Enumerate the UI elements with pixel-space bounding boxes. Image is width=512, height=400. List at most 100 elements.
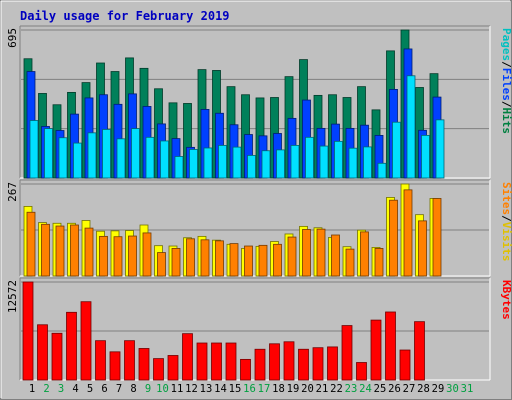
day-label-17: 17 <box>258 383 271 395</box>
bar-pages-day-11 <box>174 156 184 179</box>
bar-sites-day-29 <box>432 198 442 277</box>
bar-pages-day-23 <box>348 147 358 179</box>
bar-kbytes-day-3 <box>51 332 63 381</box>
day-label-29: 29 <box>432 383 445 395</box>
day-label-1: 1 <box>29 383 35 395</box>
bar-pages-day-22 <box>334 140 343 179</box>
day-label-19: 19 <box>287 383 300 395</box>
bar-sites-day-7 <box>113 236 123 277</box>
panel-series-legend: Pages/Files/Hits <box>500 28 512 134</box>
legend-entry: / <box>500 61 512 68</box>
bar-pages-day-24 <box>363 146 372 179</box>
bar-kbytes-day-25 <box>370 319 382 381</box>
panel-kbytes: 12572 KBytes <box>6 277 512 381</box>
bar-kbytes-day-26 <box>385 311 396 381</box>
panel-hits: 695 Pages/Files/Hits <box>6 25 512 179</box>
bar-kbytes-day-21 <box>312 347 324 381</box>
bar-pages-day-4 <box>73 142 82 179</box>
day-label-2: 2 <box>43 383 49 395</box>
bar-kbytes-day-20 <box>298 348 309 381</box>
legend-entry: Sites <box>500 182 512 215</box>
legend-entry: / <box>500 215 512 222</box>
day-label-6: 6 <box>101 383 107 395</box>
bar-pages-day-14 <box>218 145 227 179</box>
bar-pages-day-5 <box>87 132 97 179</box>
bar-sites-day-15 <box>229 243 239 277</box>
bar-kbytes-day-6 <box>95 340 106 381</box>
bar-sites-day-8 <box>128 235 137 277</box>
bar-kbytes-day-28 <box>414 321 425 381</box>
bar-pages-day-18 <box>276 149 285 179</box>
bar-kbytes-day-8 <box>124 340 135 381</box>
bar-sites-day-4 <box>70 224 79 277</box>
day-label-5: 5 <box>87 383 93 395</box>
bar-sites-day-21 <box>316 228 326 277</box>
bar-pages-day-10 <box>160 140 169 179</box>
bar-pages-day-19 <box>290 145 300 179</box>
day-label-16: 16 <box>243 383 256 395</box>
bar-sites-day-5 <box>84 227 94 277</box>
bar-pages-day-1 <box>29 120 39 179</box>
bar-sites-day-10 <box>157 252 166 277</box>
day-label-30: 30 <box>446 383 459 395</box>
bar-sites-day-16 <box>244 245 253 277</box>
day-label-22: 22 <box>330 383 343 395</box>
day-label-11: 11 <box>171 383 184 395</box>
bar-kbytes-day-11 <box>167 355 179 381</box>
day-label-23: 23 <box>345 383 358 395</box>
bar-kbytes-day-13 <box>196 342 208 381</box>
bar-kbytes-day-14 <box>211 342 222 381</box>
bar-sites-day-25 <box>374 248 384 277</box>
bar-kbytes-day-12 <box>182 333 193 381</box>
series-pages <box>29 75 445 179</box>
legend-entry: Hits <box>500 108 512 135</box>
day-label-14: 14 <box>214 383 227 395</box>
bar-kbytes-day-4 <box>66 311 77 381</box>
bar-kbytes-day-7 <box>109 351 121 381</box>
panel-series-legend: Sites/Visits <box>500 182 512 262</box>
panel-visits: 267 Sites/Visits <box>6 179 512 277</box>
y-axis-max-label: 695 <box>6 28 19 48</box>
bar-kbytes-day-18 <box>269 343 280 381</box>
bar-kbytes-day-17 <box>254 348 266 381</box>
day-label-13: 13 <box>200 383 213 395</box>
bar-sites-day-9 <box>142 232 152 277</box>
legend-entry: Pages <box>500 28 512 61</box>
bar-sites-day-14 <box>215 240 224 277</box>
bar-pages-day-3 <box>58 137 68 179</box>
day-label-31: 31 <box>461 383 474 395</box>
day-label-20: 20 <box>301 383 314 395</box>
day-label-7: 7 <box>116 383 122 395</box>
bar-kbytes-day-2 <box>37 324 48 381</box>
bar-sites-day-2 <box>41 223 50 277</box>
y-axis-max-label: 267 <box>6 182 19 202</box>
bar-sites-day-27 <box>403 189 413 277</box>
legend-entry: KBytes <box>500 280 512 320</box>
day-label-3: 3 <box>58 383 64 395</box>
bar-kbytes-day-19 <box>283 341 295 381</box>
bar-kbytes-day-10 <box>153 358 164 381</box>
day-label-10: 10 <box>156 383 169 395</box>
day-label-21: 21 <box>316 383 329 395</box>
bar-sites-day-23 <box>345 248 355 277</box>
bar-kbytes-day-5 <box>80 301 92 381</box>
panel-series-legend: KBytes <box>500 280 512 320</box>
legend-entry: Files <box>500 68 512 101</box>
bar-sites-day-1 <box>26 211 36 277</box>
series-sites <box>26 189 442 277</box>
bar-sites-day-22 <box>331 234 340 277</box>
bar-sites-day-13 <box>200 239 210 277</box>
bar-sites-day-26 <box>389 199 398 277</box>
bar-kbytes-day-27 <box>399 349 411 381</box>
day-label-18: 18 <box>272 383 285 395</box>
bar-kbytes-day-15 <box>225 342 237 381</box>
bar-pages-day-17 <box>261 150 271 179</box>
y-axis-max-label: 12572 <box>6 280 19 313</box>
x-axis-day-labels: 1 2 3 4 5 6 7 8 9 10 11 12 13 14 15 16 17 18 19 20 21 22 23 24 2… <box>29 383 473 395</box>
bar-pages-day-28 <box>421 135 430 179</box>
bar-pages-day-21 <box>319 145 329 179</box>
bar-sites-day-28 <box>418 220 427 277</box>
bar-kbytes-day-1 <box>22 281 34 381</box>
